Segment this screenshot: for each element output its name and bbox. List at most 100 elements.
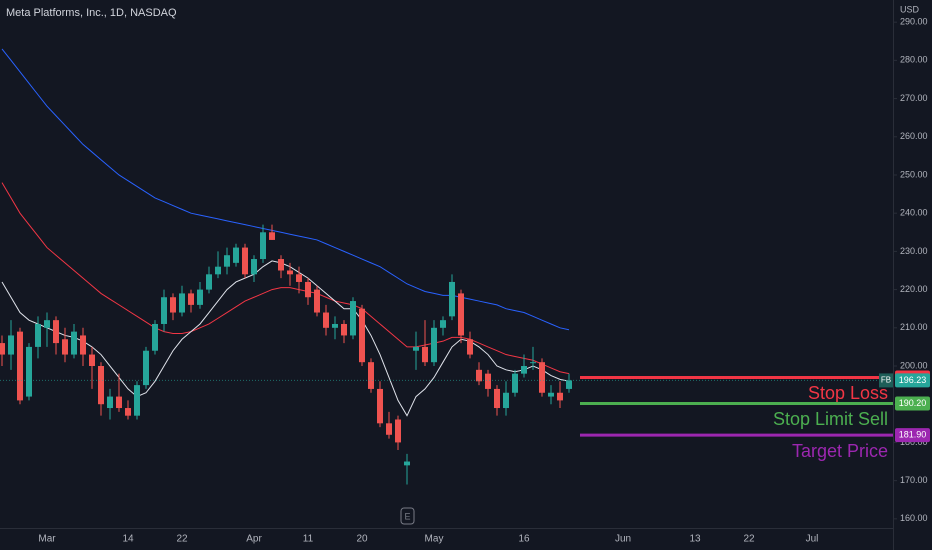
candle-body (422, 346, 428, 363)
x-tick-label: May (425, 534, 444, 545)
candle-body (323, 312, 329, 328)
candle-body (314, 289, 320, 313)
candle-body (332, 323, 338, 328)
candle-body (377, 388, 383, 424)
candle-body (224, 255, 230, 267)
x-tick-label: 22 (743, 534, 755, 545)
candle-body (233, 247, 239, 263)
candle-body (404, 461, 410, 466)
candle-body (17, 331, 23, 401)
candle-body (494, 388, 500, 409)
x-tick-label: Mar (38, 534, 56, 545)
y-tick-label: 210.00 (900, 322, 928, 332)
candle-body (449, 281, 455, 317)
moving-average-line (1, 182, 570, 375)
y-tick-label: 280.00 (900, 55, 928, 65)
candle-body (440, 320, 446, 328)
candle-body (305, 281, 311, 298)
y-tick-label: 270.00 (900, 93, 928, 103)
x-tick-label: 13 (689, 534, 701, 545)
symbol-box (879, 373, 893, 388)
x-tick-label: Jul (806, 534, 819, 545)
y-tick-label: 230.00 (900, 246, 928, 256)
moving-average-line (1, 48, 570, 331)
candle-body (458, 293, 464, 336)
x-tick-label: Jun (615, 534, 631, 545)
candle-body (152, 323, 158, 351)
x-tick-label: 22 (176, 534, 188, 545)
level-label: Stop Loss (808, 383, 888, 403)
candle-body (566, 380, 572, 389)
candle-body (413, 346, 419, 351)
candle-body (260, 232, 266, 260)
candle-body (521, 366, 527, 374)
earnings-label: E (404, 511, 410, 521)
y-tick-label: 160.00 (900, 513, 928, 523)
chart-title: Meta Platforms, Inc., 1D, NASDAQ (6, 7, 177, 19)
candle-body (134, 385, 140, 416)
candle-body (35, 323, 41, 347)
candle-body (188, 293, 194, 305)
candle-body (44, 320, 50, 328)
level-price-box (895, 428, 930, 443)
symbol-label: FB (881, 376, 891, 385)
y-tick-label: 260.00 (900, 131, 928, 141)
candle-body (395, 419, 401, 443)
candle-body (467, 339, 473, 355)
earnings-box (400, 507, 415, 525)
candle-body (161, 297, 167, 324)
y-tick-label: 250.00 (900, 169, 928, 179)
candle-body (359, 308, 365, 363)
candle-body (278, 259, 284, 271)
candle-body (116, 396, 122, 409)
candle-body (197, 289, 203, 305)
candle-body (251, 259, 257, 275)
y-tick-label: 220.00 (900, 284, 928, 294)
candle-body (8, 335, 14, 355)
candle-body (368, 362, 374, 389)
candle-body (143, 350, 149, 386)
level-price-box (895, 396, 930, 411)
candle-body (503, 392, 509, 409)
candle-body (62, 339, 68, 355)
candle-body (0, 343, 5, 355)
x-tick-label: Apr (246, 534, 262, 545)
candle-body (296, 274, 302, 282)
x-tick-label: 16 (518, 534, 530, 545)
candle-body (539, 362, 545, 393)
candle-body (530, 362, 536, 364)
candle-body (476, 369, 482, 382)
candle-body (125, 408, 131, 416)
candle-body (557, 392, 563, 401)
candle-body (269, 232, 275, 240)
candle-body (179, 293, 185, 313)
candle-body (485, 373, 491, 389)
candle-body (26, 346, 32, 397)
level-price-label: 181.90 (899, 430, 927, 440)
currency-label: USD (900, 4, 920, 14)
candle-body (341, 323, 347, 336)
candle-body (386, 423, 392, 435)
candle-body (548, 392, 554, 397)
candle-body (170, 297, 176, 313)
candle-body (512, 373, 518, 393)
y-tick-label: 200.00 (900, 360, 928, 370)
candle-body (53, 320, 59, 344)
y-tick-label: 170.00 (900, 475, 928, 485)
level-price-label: 190.20 (899, 398, 927, 408)
candle-body (71, 331, 77, 355)
candle-body (107, 396, 113, 409)
moving-average-line (1, 260, 570, 417)
candle-body (89, 354, 95, 367)
level-label: Stop Limit Sell (773, 409, 888, 429)
earnings-marker: E (400, 507, 415, 525)
candle-body (98, 366, 104, 405)
level-label: Target Price (792, 441, 888, 461)
candle-body (242, 247, 248, 275)
candle-body (350, 301, 356, 336)
candle-body (215, 266, 221, 275)
last-price-box (895, 373, 930, 388)
